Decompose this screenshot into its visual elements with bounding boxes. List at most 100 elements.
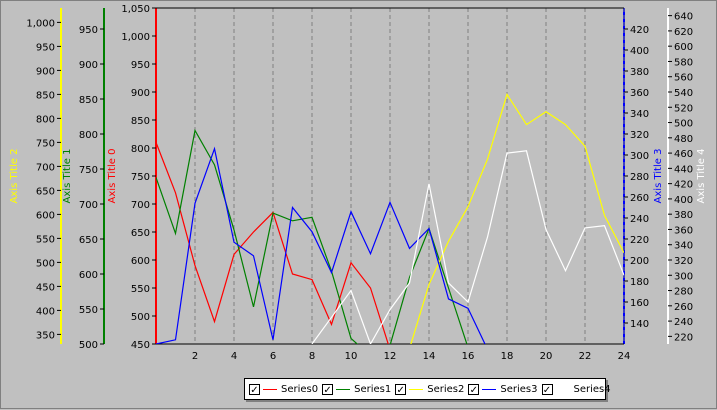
legend: ✓ Series0 ✓ Series1 ✓ Series2 ✓ Series3 ✓ Series4 [244,378,611,400]
axis4-tick-label-2: 260 [674,302,693,313]
axis1-tick-label-7: 850 [79,95,98,106]
axis4-tick-label-5: 320 [674,256,693,267]
axis4-tick-label-11: 440 [674,164,693,175]
axis2-tick-label-13: 1,000 [26,18,55,29]
axis4-tick-label-14: 500 [674,119,693,130]
axis2-title: Axis Title 2 [9,149,20,204]
legend-item-series3[interactable]: ✓ Series3 [468,383,538,396]
axis3-tick-label-6: 260 [630,193,649,204]
axis1-tick-label-6: 800 [79,130,98,141]
x-tick-label-7: 16 [462,351,475,362]
x-tick-label-10: 22 [579,351,592,362]
legend-item-series1[interactable]: ✓ Series1 [322,383,392,396]
axis3-tick-label-8: 300 [630,151,649,162]
axis4-tick-label-6: 340 [674,241,693,252]
legend-label: Series2 [427,383,465,395]
axis2-tick-label-7: 700 [36,162,55,173]
series-line-series1 [156,128,468,344]
axis0-tick-label-6: 750 [131,172,150,183]
axis3-tick-label-4: 220 [630,235,649,246]
axis2-tick-label-1: 400 [36,306,55,317]
axis1-tick-label-8: 900 [79,60,98,71]
series-line-series2 [410,92,624,344]
x-tick-label-11: 24 [618,351,631,362]
axis1-tick-label-3: 650 [79,235,98,246]
axis1-tick-label-5: 750 [79,165,98,176]
legend-item-series4[interactable]: ✓ Series4 [541,383,611,396]
legend-checkbox[interactable]: ✓ [468,383,480,396]
axis4-tick-label-1: 240 [674,317,693,328]
axis0-tick-label-7: 800 [131,144,150,155]
x-tick-label-9: 20 [540,351,553,362]
axis4-title: Axis Title 4 [696,149,707,204]
legend-swatch [263,388,277,390]
axis0-tick-label-10: 950 [131,60,150,71]
axis4-tick-label-12: 460 [674,149,693,160]
legend-label: Series1 [354,383,392,395]
axis4-tick-label-8: 380 [674,210,693,221]
axis3-tick-label-9: 320 [630,130,649,141]
axis4-tick-label-21: 640 [674,12,693,23]
axis2-tick-label-3: 500 [36,258,55,269]
axis4-tick-label-18: 580 [674,57,693,68]
axis2-tick-label-5: 600 [36,210,55,221]
axis4-tick-label-20: 620 [674,27,693,38]
x-tick-label-3: 8 [309,351,315,362]
axis3-tick-label-10: 340 [630,109,649,120]
legend-item-series0[interactable]: ✓ Series0 [249,383,319,396]
axis1-title: Axis Title 1 [62,149,73,204]
axis3-tick-label-11: 360 [630,88,649,99]
axis0-tick-label-4: 650 [131,228,150,239]
legend-swatch [336,388,351,390]
axis4-tick-label-7: 360 [674,225,693,236]
axis4-tick-label-17: 560 [674,73,693,84]
legend-label: Series0 [281,383,319,395]
axis2-tick-label-6: 650 [36,186,55,197]
x-tick-label-0: 2 [192,351,198,362]
axis4-tick-label-9: 400 [674,195,693,206]
axis0-tick-label-3: 600 [131,256,150,267]
axis3-tick-label-0: 140 [630,319,649,330]
axis2-tick-label-0: 350 [36,330,55,341]
legend-checkbox[interactable]: ✓ [249,383,260,396]
axis3-title: Axis Title 3 [653,149,664,204]
x-tick-label-5: 12 [384,351,397,362]
legend-checkbox[interactable]: ✓ [395,383,407,396]
legend-swatch [555,388,570,390]
axis2-tick-label-10: 850 [36,90,55,101]
axis3-tick-label-13: 400 [630,46,649,57]
x-tick-label-1: 4 [231,351,237,362]
x-tick-label-6: 14 [423,351,436,362]
axis3-tick-label-2: 180 [630,277,649,288]
axis0-tick-label-8: 850 [131,116,150,127]
axis4-tick-label-16: 540 [674,88,693,99]
legend-item-series2[interactable]: ✓ Series2 [395,383,465,396]
legend-label: Series4 [573,383,611,395]
axis1-tick-label-4: 700 [79,200,98,211]
axis4-tick-label-4: 300 [674,271,693,282]
axis0-title: Axis Title 0 [107,149,118,204]
series-line-series0 [156,142,389,344]
axis1-tick-label-2: 600 [79,270,98,281]
axis2-tick-label-9: 800 [36,114,55,125]
axis3-tick-label-5: 240 [630,214,649,225]
legend-checkbox[interactable]: ✓ [322,383,334,396]
axis4-tick-label-13: 480 [674,134,693,145]
axis3-tick-label-12: 380 [630,67,649,78]
axis4-tick-label-15: 520 [674,103,693,114]
axis2-tick-label-12: 950 [36,42,55,53]
axis1-tick-label-9: 950 [79,25,98,36]
axis0-tick-label-11: 1,000 [121,32,150,43]
x-tick-label-8: 18 [501,351,514,362]
legend-checkbox[interactable]: ✓ [541,383,553,396]
axis0-tick-label-9: 900 [131,88,150,99]
x-tick-label-2: 6 [270,351,276,362]
axis4-tick-label-3: 280 [674,287,693,298]
axis0-tick-label-12: 1,050 [121,4,150,15]
axis0-tick-label-0: 450 [131,340,150,351]
axis3-tick-label-1: 160 [630,298,649,309]
axis0-tick-label-2: 550 [131,284,150,295]
axis0-tick-label-1: 500 [131,312,150,323]
series-line-series3 [156,146,486,344]
